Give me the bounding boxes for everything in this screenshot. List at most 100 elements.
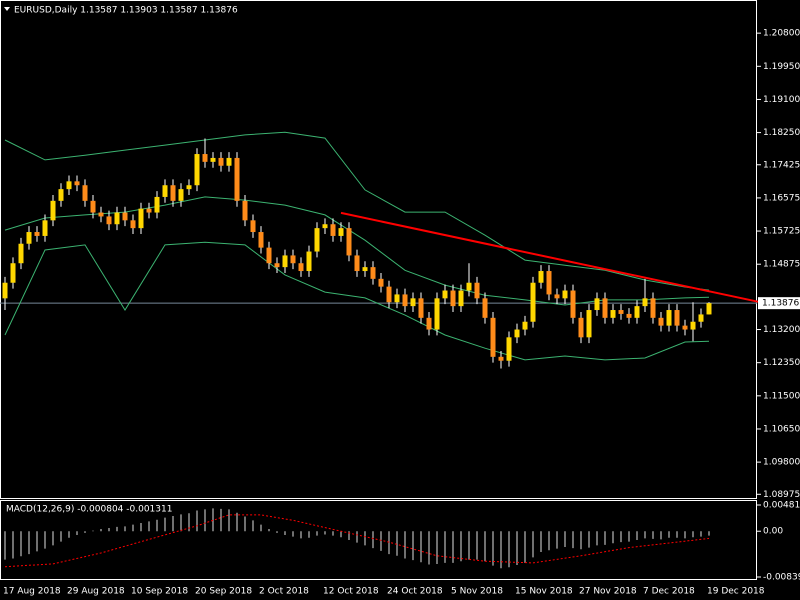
candle-body <box>530 282 536 322</box>
candle-body <box>82 185 88 201</box>
candle-body <box>234 157 240 201</box>
x-tick-label: 27 Nov 2018 <box>579 587 637 597</box>
candle-body <box>66 181 72 190</box>
candle-body <box>314 228 320 252</box>
candle-body <box>586 310 592 338</box>
candle-body <box>130 220 136 229</box>
candle-body <box>514 329 520 338</box>
candle-body <box>450 290 456 307</box>
y-tick-label: 1.18250 <box>763 128 800 138</box>
macd-panel-frame <box>0 500 757 580</box>
x-tick-label: 2 Oct 2018 <box>259 587 309 597</box>
menu-triangle[interactable] <box>4 7 10 11</box>
candle-body <box>50 200 56 221</box>
candle-body <box>10 263 16 283</box>
candle-body <box>466 282 472 291</box>
candle-body <box>546 271 552 295</box>
candle-body <box>402 294 408 307</box>
candle-body <box>346 228 352 256</box>
candle-body <box>426 317 432 330</box>
candle-body <box>218 157 224 166</box>
candle-body <box>42 220 48 236</box>
y-tick-label: 1.09800 <box>763 458 800 468</box>
y-tick-label: 1.20800 <box>763 29 800 39</box>
candle-body <box>378 278 384 287</box>
candle-body <box>490 317 496 357</box>
candle-body <box>682 325 688 330</box>
candle-body <box>26 232 32 244</box>
candle-body <box>170 185 176 201</box>
candle-body <box>34 232 40 236</box>
candle-body <box>122 212 128 221</box>
candle-body <box>106 216 112 225</box>
candle-body <box>594 298 600 311</box>
candle-body <box>202 154 208 162</box>
bollinger-upper <box>4 131 710 291</box>
candle-body <box>418 298 424 318</box>
candle-body <box>482 298 488 318</box>
candle-body <box>634 306 640 318</box>
x-tick-label: 20 Sep 2018 <box>195 587 252 597</box>
candle-body <box>226 157 232 166</box>
candle-body <box>154 196 160 213</box>
candle-body <box>242 200 248 221</box>
x-tick-label: 19 Dec 2018 <box>707 587 765 597</box>
candle-body <box>250 220 256 233</box>
candle-body <box>58 189 64 201</box>
y-tick-label: 1.19950 <box>763 62 800 72</box>
candle-body <box>394 294 400 303</box>
y-tick-label: 1.15725 <box>763 227 800 237</box>
bollinger-lower <box>4 241 710 361</box>
candle-body <box>538 271 544 283</box>
y-tick-label: 1.08975 <box>763 490 800 500</box>
y-tick-label: 1.13200 <box>763 325 800 335</box>
y-tick-label: 1.16575 <box>763 193 800 203</box>
macd-signal <box>4 514 710 568</box>
macd-y-tick-label: 0.00481 <box>763 501 800 511</box>
macd-y-tick-label: -0.008395 <box>763 573 800 583</box>
candle-body <box>474 282 480 299</box>
candle-body <box>74 181 80 186</box>
y-tick-label: 1.17425 <box>763 160 800 170</box>
candle-body <box>562 290 568 299</box>
candle-body <box>370 267 376 279</box>
candle-body <box>554 294 560 299</box>
candle-body <box>698 314 704 322</box>
candle-body <box>306 251 312 272</box>
candle-body <box>642 298 648 307</box>
candle-body <box>618 310 624 314</box>
candle-body <box>362 267 368 272</box>
candle-body <box>602 298 608 318</box>
y-tick-label: 1.19100 <box>763 95 800 105</box>
candle-body <box>578 317 584 338</box>
candle-body <box>282 255 288 268</box>
x-tick-label: 24 Oct 2018 <box>387 587 443 597</box>
candle-body <box>650 298 656 318</box>
candle-body <box>410 298 416 307</box>
y-tick-label: 1.12350 <box>763 358 800 368</box>
candle-body <box>458 290 464 307</box>
x-tick-label: 17 Aug 2018 <box>3 587 61 597</box>
candle-body <box>442 290 448 299</box>
candle-body <box>298 263 304 272</box>
y-tick-label: 1.14875 <box>763 260 800 270</box>
trendline <box>340 211 761 304</box>
candle-body <box>330 224 336 236</box>
y-tick-label: 1.10650 <box>763 424 800 434</box>
candle-body <box>2 282 8 299</box>
candle-body <box>138 208 144 229</box>
candle-body <box>266 247 272 264</box>
candle-body <box>210 157 216 162</box>
candle-body <box>98 212 104 217</box>
x-tick-label: 29 Aug 2018 <box>67 587 125 597</box>
x-tick-label: 15 Nov 2018 <box>515 587 573 597</box>
candle-body <box>178 189 184 201</box>
main-panel-frame <box>0 0 757 499</box>
candle-body <box>322 224 328 229</box>
x-tick-label: 5 Nov 2018 <box>451 587 503 597</box>
chart-title: EURUSD,Daily 1.13587 1.13903 1.13587 1.1… <box>14 6 238 16</box>
candle-body <box>610 310 616 318</box>
candle-body <box>498 356 504 361</box>
candle-body <box>274 263 280 268</box>
